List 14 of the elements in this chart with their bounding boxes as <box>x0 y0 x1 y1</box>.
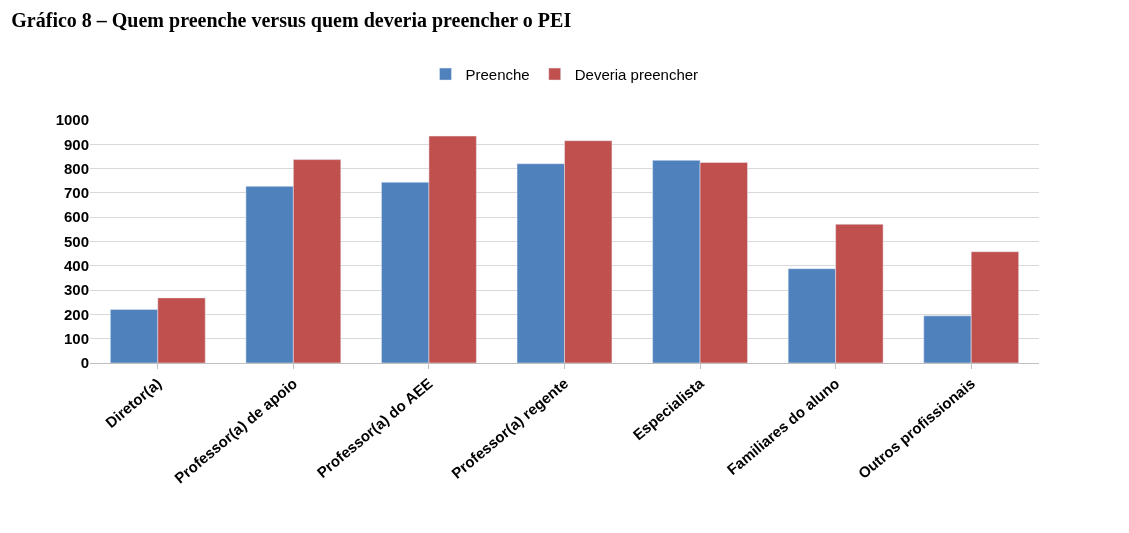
y-tick-label: 200 <box>63 305 89 323</box>
y-tick-label: 600 <box>63 208 89 226</box>
y-tick-label: 400 <box>63 257 89 275</box>
y-tick-label: 800 <box>63 159 89 177</box>
legend-label: Preenche <box>465 65 530 83</box>
y-tick-label: 900 <box>63 135 89 153</box>
chart-title: Gráfico 8 – Quem preenche versus quem deveria preencher o PEI <box>11 9 572 33</box>
y-tick-label: 1000 <box>55 111 89 129</box>
y-tick-label: 700 <box>63 184 89 202</box>
legend-label: Deveria preencher <box>574 65 699 83</box>
y-tick-label: 500 <box>63 232 89 250</box>
y-tick-label: 100 <box>63 329 89 347</box>
y-tick-label: 300 <box>63 281 89 299</box>
y-tick-label: 0 <box>80 354 89 372</box>
